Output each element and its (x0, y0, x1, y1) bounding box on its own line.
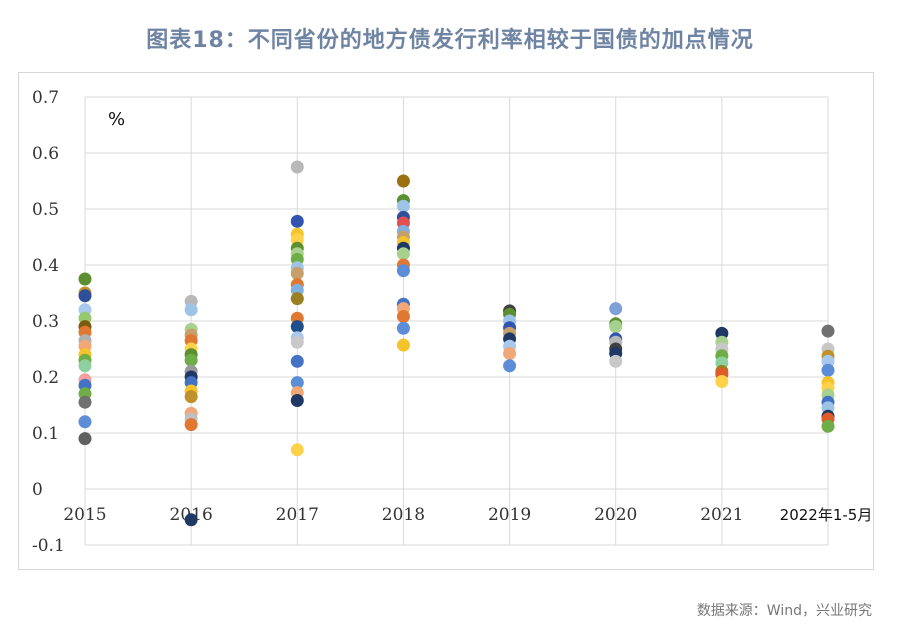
x-tick-labels: 20152016201720182019202020212022年1-5月 (63, 505, 872, 525)
data-point (503, 346, 517, 360)
data-point (78, 415, 92, 429)
data-point (290, 394, 304, 408)
y-tick-label: -0.1 (32, 536, 65, 556)
data-points (78, 160, 835, 527)
grid-layer (84, 96, 829, 546)
data-point (184, 303, 198, 317)
data-point (396, 310, 410, 324)
data-point (715, 374, 729, 388)
data-point (396, 338, 410, 352)
chart-title: 图表18：不同省份的地方债发行利率相较于国债的加点情况 (146, 28, 754, 53)
data-point (184, 390, 198, 404)
data-point (184, 418, 198, 432)
y-tick-label: 0.1 (32, 424, 59, 444)
data-point (821, 419, 835, 433)
data-point (290, 320, 304, 334)
data-point (503, 359, 517, 373)
x-tick-label: 2019 (488, 505, 531, 525)
data-point (184, 513, 198, 527)
y-tick-label: 0.2 (32, 368, 59, 388)
x-tick-label: 2021 (700, 505, 743, 525)
data-point (78, 289, 92, 303)
data-point (290, 376, 304, 390)
x-tick-label: 2015 (63, 505, 106, 525)
data-point (396, 321, 410, 335)
data-point (821, 324, 835, 338)
unit-label: % (108, 109, 125, 130)
data-point (821, 354, 835, 368)
data-point (78, 432, 92, 446)
y-tick-label: 0 (32, 480, 43, 500)
y-tick-label: 0.4 (32, 256, 59, 276)
chart-frame (18, 72, 874, 570)
x-tick-label: 2022年1-5月 (780, 506, 873, 524)
y-tick-label: 0.7 (32, 88, 59, 108)
data-point (290, 266, 304, 280)
data-point (396, 199, 410, 213)
x-tick-label: 2018 (382, 505, 425, 525)
y-tick-label: 0.6 (32, 144, 59, 164)
data-point (396, 264, 410, 278)
data-point (290, 443, 304, 457)
y-tick-label: 0.5 (32, 200, 59, 220)
data-point (821, 363, 835, 377)
data-point (290, 354, 304, 368)
data-point (396, 174, 410, 188)
data-point (609, 302, 623, 316)
y-tick-label: 0.3 (32, 312, 59, 332)
data-point (715, 326, 729, 340)
source-note: 数据来源：Wind，兴业研究 (696, 603, 872, 619)
x-tick-label: 2017 (276, 505, 319, 525)
y-tick-labels: 0.7 0.6 0.5 0.4 0.3 0.2 0.1 0 -0.1 (32, 88, 65, 556)
data-point (290, 214, 304, 228)
data-point (290, 160, 304, 174)
data-point (184, 353, 198, 367)
data-point (609, 320, 623, 334)
data-point (78, 272, 92, 286)
data-point (396, 247, 410, 261)
data-point (290, 292, 304, 306)
data-point (290, 335, 304, 349)
x-tick-label: 2020 (594, 505, 637, 525)
data-point (78, 359, 92, 373)
data-point (609, 354, 623, 368)
data-point (78, 395, 92, 409)
